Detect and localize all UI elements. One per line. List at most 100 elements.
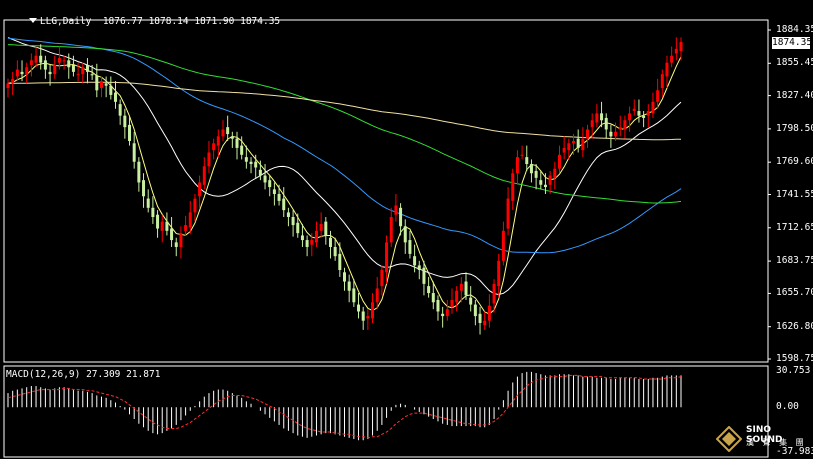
candle-bull — [660, 74, 664, 89]
candle-bull — [198, 182, 202, 197]
candle-bear — [403, 226, 407, 243]
logo-subtitle: 漢 聲 集 團 — [746, 438, 807, 447]
candle-bull — [57, 58, 61, 63]
price-tick-label: 1827.40 — [776, 89, 813, 101]
macd-signal-line — [7, 374, 682, 439]
price-panel-frame — [3, 19, 769, 363]
candle-bear — [324, 221, 328, 236]
candle-bull — [487, 305, 491, 321]
candle-bear — [534, 170, 538, 178]
candle-bear — [235, 138, 239, 148]
candle-bear — [469, 297, 473, 305]
candle-bear — [338, 253, 342, 271]
candle-bull — [15, 69, 19, 77]
candle-bull — [179, 233, 183, 247]
candle-bull — [553, 168, 557, 178]
candle-bull — [29, 60, 33, 65]
candle-bear — [268, 180, 272, 188]
candle-bear — [272, 189, 276, 194]
price-tick-label: 1798.50 — [776, 122, 813, 134]
candle-bear — [352, 288, 356, 303]
candle-bear — [244, 157, 248, 162]
candle-bull — [188, 212, 192, 228]
price-tick-label: 1741.55 — [776, 188, 813, 200]
candle-bull — [366, 316, 370, 319]
logo-name: SINO SOUND — [746, 425, 783, 445]
candle-bear — [576, 138, 580, 148]
candle-bull — [6, 83, 10, 89]
candle-bull — [62, 60, 66, 62]
candle-bull — [389, 217, 393, 243]
price-tick-label: 1626.80 — [776, 320, 813, 332]
candle-bear — [525, 157, 529, 165]
candle-bear — [343, 272, 346, 282]
candle-bull — [628, 113, 632, 121]
candle-bear — [604, 117, 608, 130]
candle-bear — [67, 60, 71, 68]
candle-bull — [25, 67, 29, 75]
candle-bear — [113, 92, 117, 102]
candle-bear — [328, 237, 332, 247]
macd-label: MACD(12,26,9) 27.309 21.871 — [6, 369, 161, 380]
macd-tick-label: -37.983 — [776, 446, 813, 457]
candle-bear — [637, 111, 641, 116]
candle-bull — [557, 154, 561, 169]
candle-bull — [184, 225, 188, 231]
candle-bull — [310, 240, 314, 245]
candle-bear — [333, 246, 337, 257]
candle-bear — [286, 212, 290, 218]
candle-bull — [53, 64, 57, 75]
candle-bull — [34, 55, 38, 63]
candle-bear — [441, 313, 445, 317]
candle-bull — [216, 136, 220, 146]
candle-bull — [548, 175, 552, 185]
candle-bear — [39, 55, 43, 63]
candle-bull — [455, 290, 459, 303]
candle-bear — [170, 228, 174, 241]
candle-bull — [656, 90, 660, 102]
candle-bear — [95, 75, 99, 91]
candle-bear — [174, 242, 178, 247]
candle-bull — [394, 205, 398, 215]
candle-bull — [459, 283, 463, 291]
candle-bull — [679, 41, 683, 52]
chart-header: LLG,Daily 1876.77 1878.14 1871.90 1874.3… — [6, 5, 280, 38]
candle-bear — [478, 313, 482, 324]
ma60-line — [7, 37, 682, 254]
candle-bear — [305, 240, 309, 247]
candle-bear — [609, 131, 613, 137]
dropdown-triangle-icon[interactable] — [28, 18, 37, 23]
macd-tick-label: 0.00 — [776, 401, 799, 413]
candle-bull — [651, 101, 655, 114]
candle-bear — [226, 127, 230, 135]
candle-bull — [581, 138, 585, 151]
candle-bear — [291, 217, 295, 226]
candle-bear — [361, 311, 365, 321]
candle-bear — [417, 265, 421, 271]
candle-bull — [572, 140, 576, 144]
candle-bear — [422, 267, 426, 284]
candle-bear — [282, 198, 286, 211]
candle-bull — [520, 154, 524, 156]
macd-tick-label: 30.753 — [776, 365, 811, 376]
candle-bear — [249, 161, 253, 165]
candle-bull — [497, 260, 501, 287]
candle-bear — [156, 214, 160, 229]
candle-bear — [399, 207, 403, 227]
ma20-line — [7, 36, 682, 296]
candle-bear — [258, 169, 262, 176]
candle-bull — [665, 62, 669, 77]
candle-bull — [380, 270, 384, 287]
candle-bear — [543, 184, 547, 188]
candle-bull — [590, 120, 594, 128]
candle-bear — [43, 60, 47, 70]
candle-bear — [408, 240, 412, 254]
candle-bull — [221, 129, 225, 137]
candle-bull — [76, 74, 80, 76]
candle-bear — [48, 71, 52, 75]
candle-bull — [632, 108, 636, 112]
candle-bull — [618, 127, 622, 130]
price-tick-label: 1769.60 — [776, 156, 813, 168]
